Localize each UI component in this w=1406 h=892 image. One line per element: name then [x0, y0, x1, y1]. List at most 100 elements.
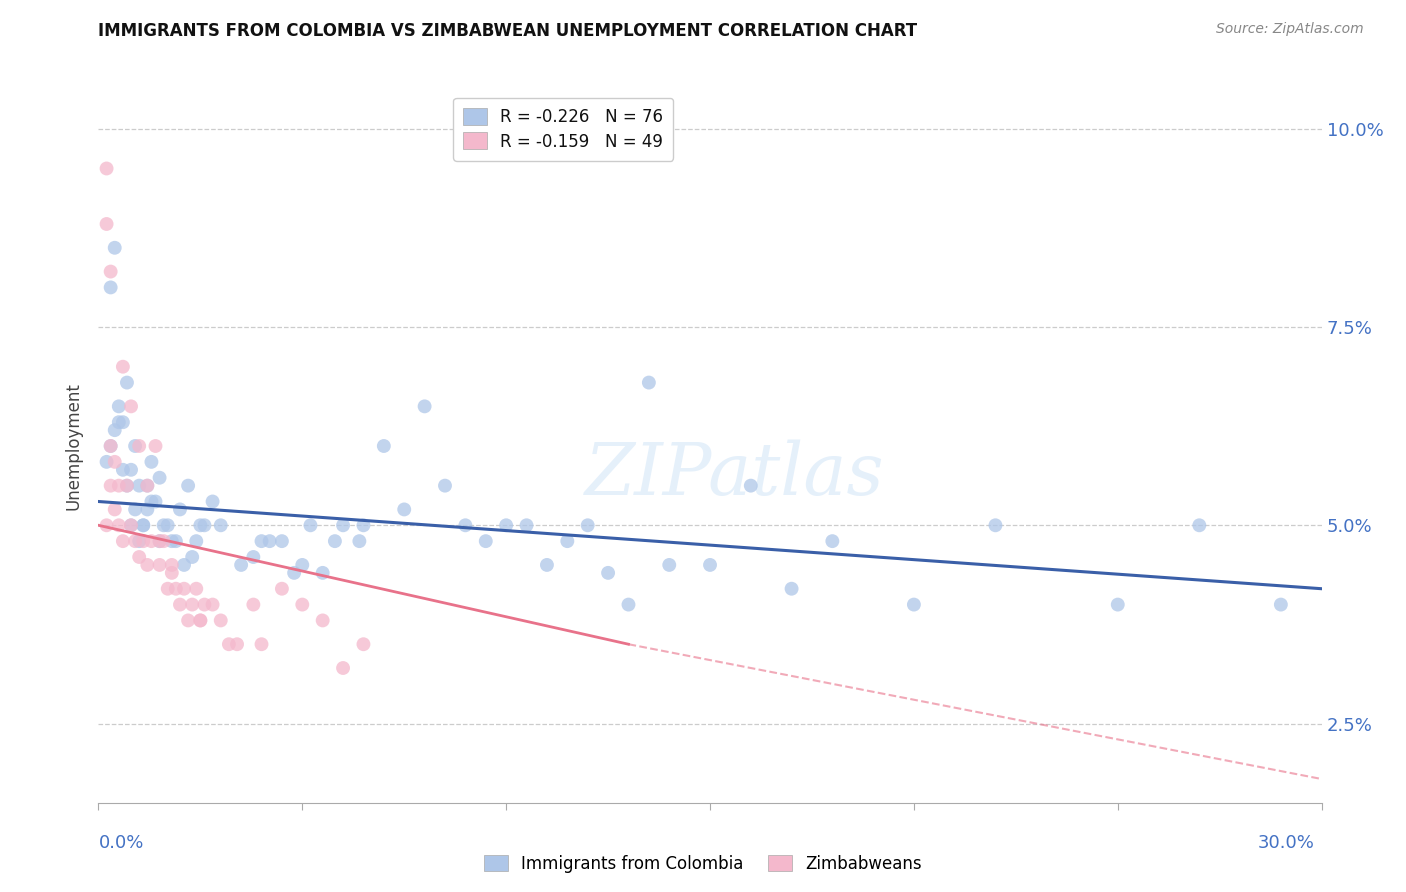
Point [141, 494, 163, 508]
Point [181, 549, 204, 564]
Point [231, 558, 253, 572]
Point [160, 558, 183, 572]
Point [1188, 518, 1211, 533]
Point [141, 455, 163, 469]
Legend: Immigrants from Colombia, Zimbabweans: Immigrants from Colombia, Zimbabweans [478, 848, 928, 880]
Point [177, 614, 200, 628]
Point [658, 558, 681, 572]
Point [177, 478, 200, 492]
Point [226, 637, 249, 651]
Point [120, 400, 142, 414]
Point [156, 582, 179, 596]
Point [242, 549, 264, 564]
Text: 0.0%: 0.0% [98, 834, 143, 852]
Point [169, 502, 191, 516]
Point [291, 598, 314, 612]
Point [132, 534, 155, 549]
Point [165, 582, 187, 596]
Point [104, 241, 127, 255]
Point [188, 518, 212, 533]
Point [108, 400, 131, 414]
Text: 30.0%: 30.0% [1258, 834, 1315, 852]
Point [332, 661, 354, 675]
Point [96, 161, 118, 176]
Point [181, 598, 204, 612]
Point [149, 558, 172, 572]
Point [160, 534, 183, 549]
Point [186, 534, 208, 549]
Point [120, 518, 142, 533]
Point [124, 439, 146, 453]
Point [100, 439, 122, 453]
Point [373, 439, 395, 453]
Point [100, 478, 122, 492]
Point [312, 566, 335, 580]
Point [115, 478, 138, 492]
Point [152, 518, 174, 533]
Point [136, 478, 159, 492]
Point [136, 478, 159, 492]
Point [149, 534, 172, 549]
Point [299, 518, 322, 533]
Point [903, 598, 925, 612]
Point [576, 518, 599, 533]
Point [124, 534, 146, 549]
Point [156, 518, 179, 533]
Point [193, 518, 215, 533]
Point [104, 455, 127, 469]
Point [495, 518, 517, 533]
Point [173, 582, 195, 596]
Point [352, 637, 374, 651]
Text: Source: ZipAtlas.com: Source: ZipAtlas.com [1216, 22, 1364, 37]
Point [100, 280, 122, 294]
Point [132, 518, 155, 533]
Legend: R = -0.226   N = 76, R = -0.159   N = 49: R = -0.226 N = 76, R = -0.159 N = 49 [453, 97, 673, 161]
Point [108, 518, 131, 533]
Point [120, 463, 142, 477]
Point [312, 614, 335, 628]
Point [165, 534, 187, 549]
Point [108, 415, 131, 429]
Text: IMMIGRANTS FROM COLOMBIA VS ZIMBABWEAN UNEMPLOYMENT CORRELATION CHART: IMMIGRANTS FROM COLOMBIA VS ZIMBABWEAN U… [98, 22, 918, 40]
Text: ZIPatlas: ZIPatlas [585, 439, 884, 510]
Point [111, 415, 134, 429]
Point [141, 534, 163, 549]
Point [352, 518, 374, 533]
Point [111, 359, 134, 374]
Point [115, 478, 138, 492]
Point [136, 558, 159, 572]
Point [392, 502, 416, 516]
Point [332, 518, 354, 533]
Point [186, 582, 208, 596]
Point [454, 518, 477, 533]
Point [323, 534, 346, 549]
Point [270, 582, 294, 596]
Point [218, 637, 240, 651]
Point [145, 439, 167, 453]
Point [516, 518, 538, 533]
Point [984, 518, 1007, 533]
Point [413, 400, 436, 414]
Point [173, 558, 195, 572]
Point [259, 534, 281, 549]
Point [193, 598, 215, 612]
Point [160, 566, 183, 580]
Point [201, 598, 224, 612]
Point [283, 566, 305, 580]
Point [100, 264, 122, 278]
Point [557, 534, 579, 549]
Point [1107, 598, 1129, 612]
Point [638, 376, 661, 390]
Point [108, 478, 131, 492]
Point [291, 558, 314, 572]
Point [434, 478, 457, 492]
Point [149, 534, 172, 549]
Point [209, 518, 232, 533]
Point [124, 502, 146, 516]
Point [169, 598, 191, 612]
Point [136, 502, 159, 516]
Point [1270, 598, 1292, 612]
Point [100, 439, 122, 453]
Point [145, 494, 167, 508]
Point [128, 439, 150, 453]
